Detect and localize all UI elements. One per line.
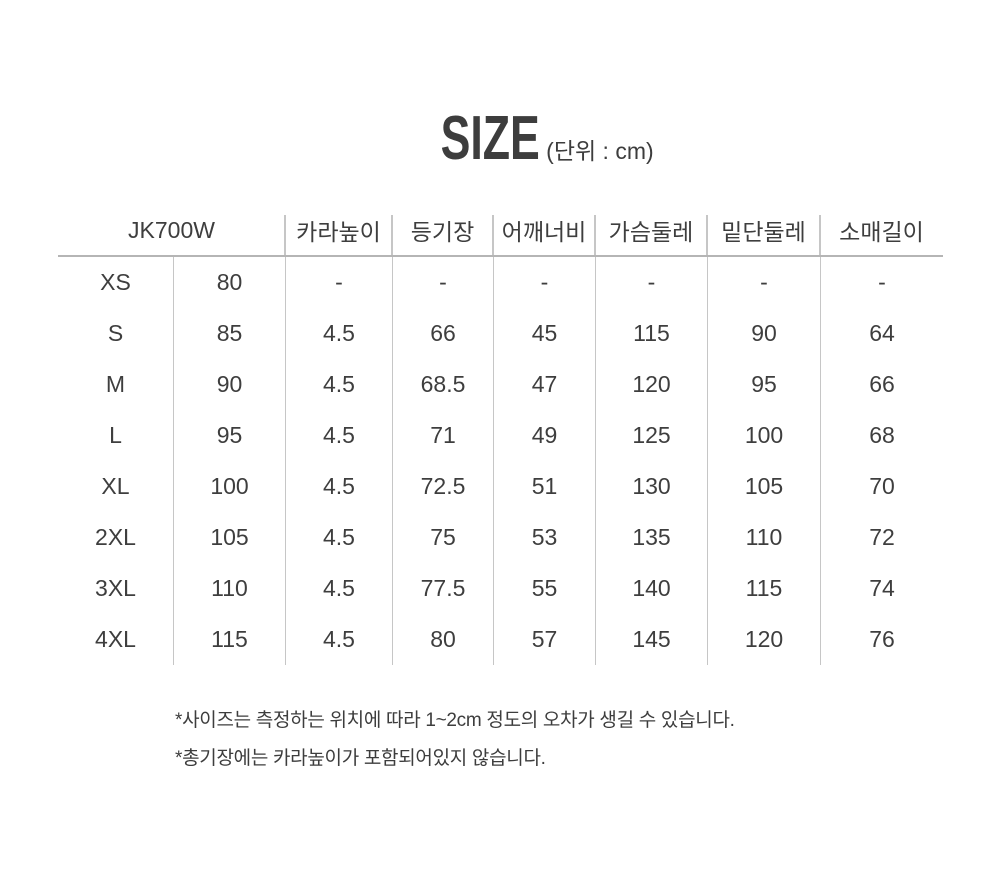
value-cell: 64 bbox=[820, 308, 943, 359]
size-label-cell: 4XL bbox=[95, 626, 136, 652]
size-label-cell: M bbox=[105, 371, 126, 397]
value-cell: 49 bbox=[493, 410, 595, 461]
value-cell: 90 bbox=[707, 308, 820, 359]
column-header-collar-height: 카라높이 bbox=[284, 205, 392, 255]
column-header-sleeve-length: 소매길이 bbox=[819, 205, 943, 255]
value-cell: 110 bbox=[707, 512, 820, 563]
value-cell: 100 bbox=[173, 461, 285, 512]
value-cell: 57 bbox=[493, 614, 595, 665]
value-cell: 80 bbox=[173, 257, 285, 308]
value-cell: 72.5 bbox=[392, 461, 493, 512]
value-cell: 140 bbox=[595, 563, 707, 614]
value-cell: 95 bbox=[173, 410, 285, 461]
value-cell: 77.5 bbox=[392, 563, 493, 614]
value-cell: 66 bbox=[820, 359, 943, 410]
value-cell: 120 bbox=[595, 359, 707, 410]
size-label-cell: L bbox=[109, 422, 122, 448]
value-cell: 95 bbox=[707, 359, 820, 410]
value-cell: 55 bbox=[493, 563, 595, 614]
column-header-shoulder-width: 어깨너비 bbox=[492, 205, 595, 255]
value-cell: 105 bbox=[707, 461, 820, 512]
size-label-cell: 3XL bbox=[95, 575, 136, 601]
value-cell: 45 bbox=[493, 308, 595, 359]
title-size-text: SIZE bbox=[440, 104, 541, 173]
value-cell: 4.5 bbox=[285, 410, 392, 461]
value-cell: 75 bbox=[392, 512, 493, 563]
value-cell: 4.5 bbox=[285, 461, 392, 512]
note-total-length: *총기장에는 카라높이가 포함되어있지 않습니다. bbox=[175, 748, 546, 769]
value-cell: 145 bbox=[595, 614, 707, 665]
size-label-cell: XL bbox=[101, 473, 130, 499]
value-cell: 4.5 bbox=[285, 512, 392, 563]
value-cell: - bbox=[820, 257, 943, 308]
value-cell: 105 bbox=[173, 512, 285, 563]
size-label-cell: XS bbox=[100, 269, 131, 295]
value-cell: 66 bbox=[392, 308, 493, 359]
size-table-header-row: JK700W 카라높이 등기장 어깨너비 가슴둘레 밑단둘레 소매길이 bbox=[58, 205, 943, 257]
value-cell: 72 bbox=[820, 512, 943, 563]
value-cell: 120 bbox=[707, 614, 820, 665]
value-cell: 76 bbox=[820, 614, 943, 665]
value-cell: - bbox=[285, 257, 392, 308]
value-cell: 115 bbox=[173, 614, 285, 665]
value-cell: 100 bbox=[707, 410, 820, 461]
title-unit-text: (단위 : cm) bbox=[546, 138, 654, 164]
size-notes: *사이즈는 측정하는 위치에 따라 1~2cm 정도의 오차가 생길 수 있습니… bbox=[175, 702, 735, 778]
value-cell: 4.5 bbox=[285, 614, 392, 665]
size-label-cell: S bbox=[107, 320, 124, 346]
size-table: JK700W 카라높이 등기장 어깨너비 가슴둘레 밑단둘레 소매길이 XS 80… bbox=[58, 205, 943, 665]
value-cell: 85 bbox=[173, 308, 285, 359]
value-cell: 71 bbox=[392, 410, 493, 461]
value-cell: - bbox=[707, 257, 820, 308]
value-cell: 70 bbox=[820, 461, 943, 512]
value-cell: - bbox=[493, 257, 595, 308]
value-cell: 47 bbox=[493, 359, 595, 410]
value-cell: 51 bbox=[493, 461, 595, 512]
column-header-chest: 가슴둘레 bbox=[594, 205, 707, 255]
value-cell: 68.5 bbox=[392, 359, 493, 410]
size-table-body: XS 80- - - - - - S 85 4.5 66 45 115 90 64 M 90 4.5 68.5 47 1… bbox=[58, 257, 943, 665]
note-measurement-tolerance: *사이즈는 측정하는 위치에 따라 1~2cm 정도의 오차가 생길 수 있습니… bbox=[175, 710, 735, 731]
value-cell: 74 bbox=[820, 563, 943, 614]
value-cell: 135 bbox=[595, 512, 707, 563]
page-title: SIZE (단위 : cm) bbox=[28, 108, 1000, 170]
value-cell: 4.5 bbox=[285, 563, 392, 614]
column-header-hem: 밑단둘레 bbox=[706, 205, 820, 255]
value-cell: 115 bbox=[595, 308, 707, 359]
size-label-cell: 2XL bbox=[95, 524, 136, 550]
column-header-back-length: 등기장 bbox=[391, 205, 493, 255]
value-cell: - bbox=[595, 257, 707, 308]
value-cell: 53 bbox=[493, 512, 595, 563]
value-cell: 125 bbox=[595, 410, 707, 461]
value-cell: - bbox=[392, 257, 493, 308]
value-cell: 80 bbox=[392, 614, 493, 665]
value-cell: 90 bbox=[173, 359, 285, 410]
value-cell: 110 bbox=[173, 563, 285, 614]
value-cell: 4.5 bbox=[285, 359, 392, 410]
value-cell: 130 bbox=[595, 461, 707, 512]
product-code-header: JK700W bbox=[128, 216, 215, 243]
value-cell: 4.5 bbox=[285, 308, 392, 359]
value-cell: 115 bbox=[707, 563, 820, 614]
value-cell: 68 bbox=[820, 410, 943, 461]
